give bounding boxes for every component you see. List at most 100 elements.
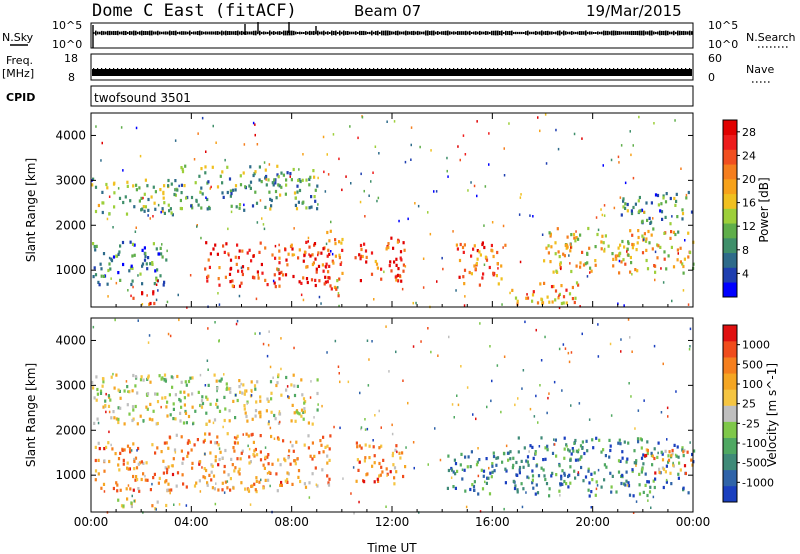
echo-cell bbox=[139, 414, 142, 418]
echo-scatter bbox=[489, 345, 491, 348]
echo-scatter bbox=[635, 500, 638, 503]
x-tick-label: 04:00 bbox=[174, 515, 209, 529]
echo-cell bbox=[476, 249, 479, 253]
echo-cell bbox=[267, 462, 270, 466]
echo-cell bbox=[286, 480, 289, 484]
echo-cell bbox=[247, 434, 250, 438]
echo-cell bbox=[338, 253, 341, 257]
echo-cell bbox=[326, 444, 329, 448]
echo-cell bbox=[104, 399, 107, 403]
echo-scatter bbox=[324, 265, 327, 268]
echo-cell bbox=[151, 261, 154, 265]
colorbar-tick-label: 4 bbox=[742, 267, 749, 280]
nsky-bar bbox=[291, 30, 293, 36]
nsky-bar bbox=[263, 31, 265, 35]
nsky-bar bbox=[663, 30, 665, 36]
nsky-bar bbox=[631, 30, 633, 36]
echo-cell bbox=[388, 264, 391, 268]
freq-tick-mark bbox=[673, 68, 675, 70]
echo-cell bbox=[602, 241, 605, 245]
echo-cell bbox=[246, 251, 249, 255]
echo-cell bbox=[276, 164, 279, 168]
freq-tick-mark bbox=[221, 68, 223, 70]
nsky-bar bbox=[209, 31, 211, 35]
echo-cell bbox=[310, 195, 313, 199]
nsky-bar bbox=[273, 31, 275, 35]
echo-cell bbox=[631, 246, 634, 250]
echo-scatter bbox=[152, 215, 154, 218]
echo-cell bbox=[385, 467, 388, 471]
echo-cell bbox=[654, 193, 658, 197]
echo-cell bbox=[394, 448, 397, 452]
echo-cell bbox=[625, 470, 628, 474]
echo-cell bbox=[358, 460, 361, 464]
echo-scatter bbox=[601, 213, 604, 217]
echo-scatter bbox=[617, 302, 619, 305]
echo-cell bbox=[156, 421, 159, 426]
echo-cell bbox=[640, 446, 643, 450]
nsky-bar bbox=[491, 30, 493, 36]
nsky-bar bbox=[113, 30, 115, 36]
echo-cell bbox=[132, 296, 135, 300]
echo-scatter bbox=[393, 120, 396, 123]
echo-cell bbox=[205, 411, 208, 415]
echo-cell bbox=[163, 373, 167, 377]
echo-cell bbox=[214, 459, 217, 463]
echo-scatter bbox=[430, 149, 432, 152]
freq-tick-mark bbox=[357, 68, 359, 70]
echo-scatter bbox=[414, 202, 416, 205]
echo-cell bbox=[389, 260, 392, 264]
echo-cell bbox=[182, 421, 186, 425]
echo-scatter bbox=[359, 200, 362, 204]
echo-cell bbox=[289, 172, 292, 176]
freq-tick-mark bbox=[109, 68, 111, 70]
nsky-bar bbox=[629, 31, 631, 35]
nsky-bar bbox=[193, 31, 195, 35]
echo-cell bbox=[166, 400, 169, 404]
echo-scatter bbox=[134, 230, 137, 233]
nsky-bar bbox=[603, 30, 605, 36]
echo-cell bbox=[516, 488, 519, 492]
freq-tick-mark bbox=[641, 68, 643, 70]
echo-scatter bbox=[439, 458, 442, 462]
echo-cell bbox=[133, 205, 136, 209]
nsky-bar bbox=[175, 30, 177, 36]
echo-scatter bbox=[666, 406, 669, 410]
echo-scatter bbox=[595, 216, 598, 219]
nsky-bar bbox=[413, 30, 415, 36]
nsky-bar bbox=[451, 31, 453, 35]
echo-scatter bbox=[388, 370, 390, 373]
echo-cell bbox=[396, 240, 399, 244]
echo-cell bbox=[305, 240, 308, 244]
echo-cell bbox=[605, 465, 608, 469]
echo-cell bbox=[285, 258, 288, 262]
echo-scatter bbox=[289, 175, 291, 178]
freq-tick-mark bbox=[633, 68, 635, 70]
freq-tick-mark bbox=[389, 68, 391, 70]
echo-scatter bbox=[553, 443, 556, 446]
cpid-panel-frame bbox=[90, 85, 694, 107]
nsky-bar bbox=[353, 31, 355, 35]
echo-cell bbox=[667, 458, 671, 462]
echo-cell bbox=[153, 282, 156, 286]
echo-cell bbox=[462, 275, 465, 279]
echo-cell bbox=[108, 262, 111, 266]
echo-scatter bbox=[317, 253, 319, 257]
echo-scatter bbox=[278, 243, 280, 247]
echo-cell bbox=[685, 196, 688, 200]
echo-cell bbox=[316, 391, 319, 396]
nsky-bar bbox=[401, 31, 403, 35]
echo-cell bbox=[122, 504, 125, 508]
nsky-bar bbox=[563, 30, 565, 36]
echo-cell bbox=[615, 490, 618, 494]
echo-cell bbox=[238, 249, 241, 253]
echo-cell bbox=[507, 458, 510, 462]
nsky-bar bbox=[541, 30, 543, 36]
echo-cell bbox=[171, 472, 175, 477]
echo-cell bbox=[106, 186, 109, 190]
echo-cell bbox=[630, 209, 633, 213]
echo-cell bbox=[113, 386, 116, 390]
echo-scatter bbox=[391, 423, 393, 427]
echo-cell bbox=[155, 247, 158, 251]
freq-tick-mark bbox=[657, 68, 659, 70]
